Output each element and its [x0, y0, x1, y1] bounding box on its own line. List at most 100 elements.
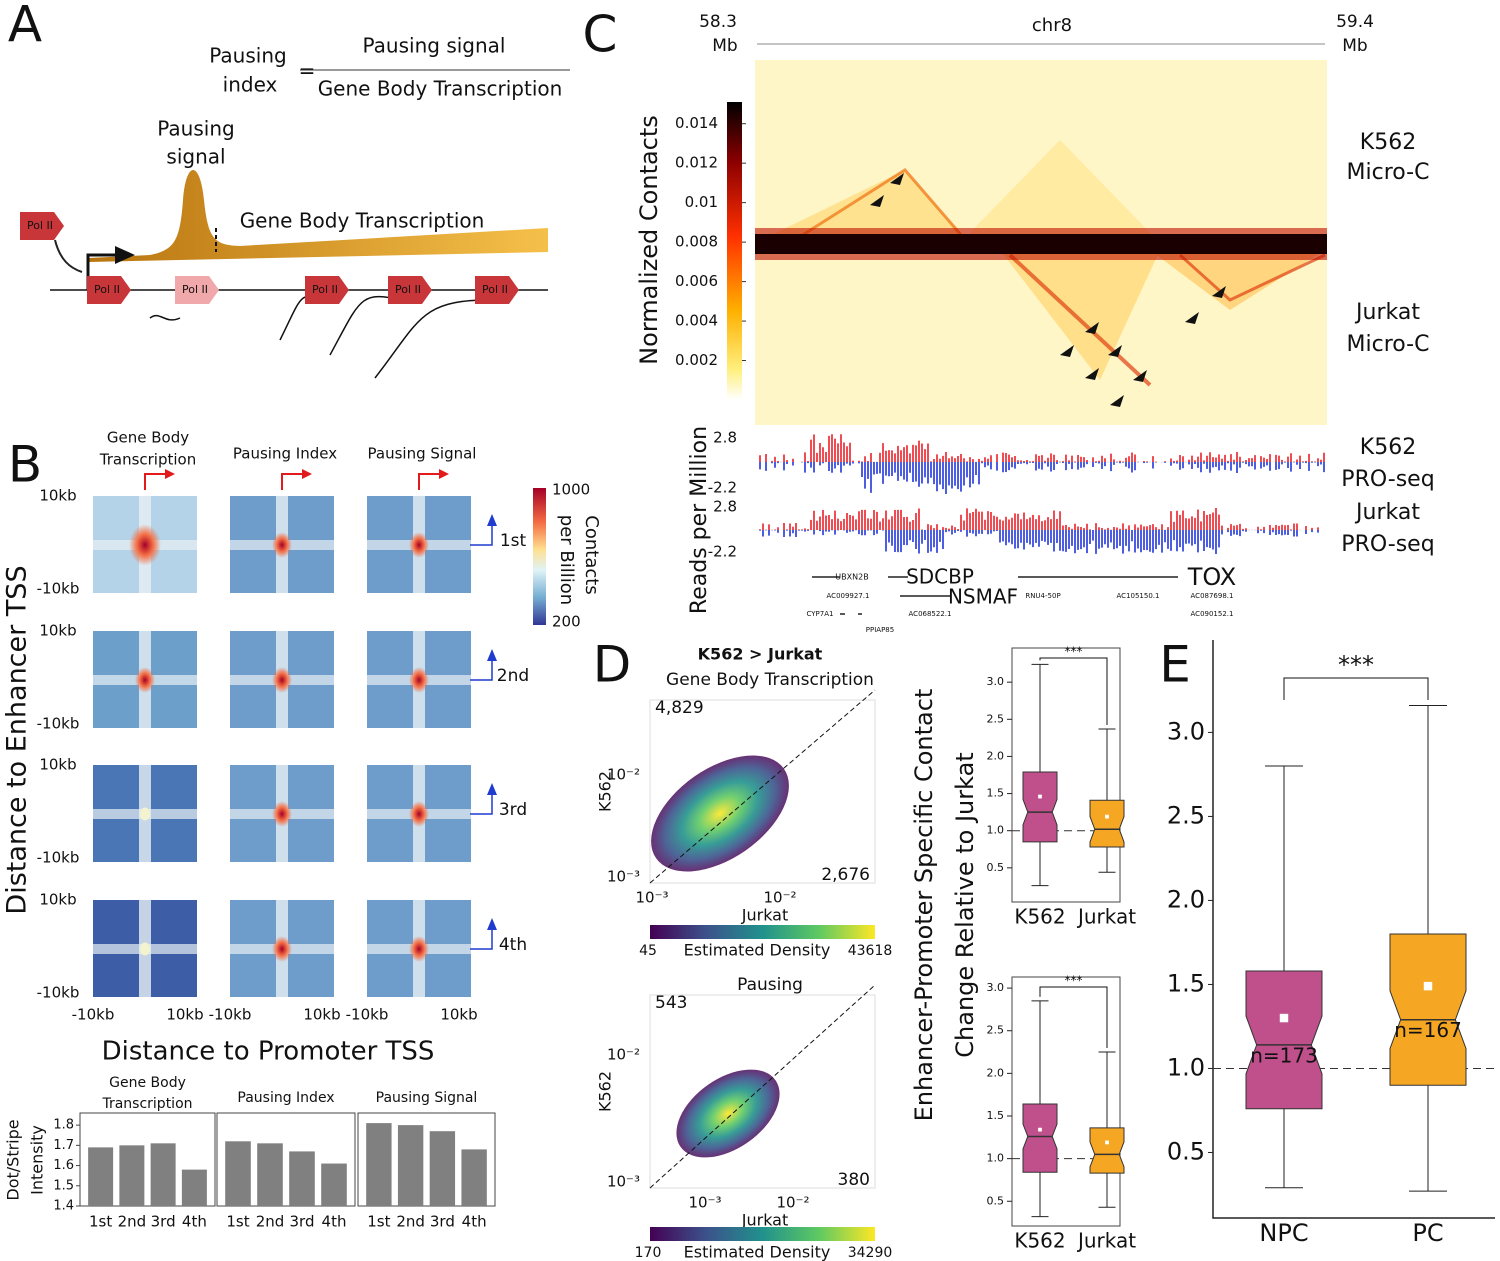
heatmap	[230, 765, 334, 862]
coord-label: 58.3	[699, 12, 737, 32]
column-title: Gene Body	[107, 429, 189, 447]
arrowhead	[487, 783, 497, 795]
y-tick-label: 1.8	[53, 1118, 74, 1133]
bar	[150, 1143, 176, 1206]
signal-shape	[88, 170, 548, 262]
y-axis-title: Distance to Enhancer TSS	[2, 565, 33, 914]
y-tick-label: 1.7	[53, 1138, 74, 1153]
scatter-frame	[649, 994, 876, 1189]
y-tick-label: 10⁻³	[607, 868, 640, 886]
colorbar-tick-label: 0.012	[675, 154, 718, 172]
bar	[461, 1149, 487, 1206]
track-label: Jurkat	[1354, 500, 1420, 525]
axes-frame	[357, 1112, 496, 1207]
bar	[257, 1143, 283, 1206]
dot	[135, 667, 155, 693]
dot	[140, 807, 150, 821]
arrowhead	[487, 649, 497, 661]
x-tick-label: 3rd	[430, 1213, 455, 1231]
y-tick-label: 3.0	[987, 981, 1005, 994]
axes-frame	[1011, 647, 1121, 903]
dot	[272, 936, 292, 962]
track-tick: 2.8	[713, 498, 737, 516]
colorbar-title: Normalized Contacts	[635, 115, 663, 365]
column-title: Pausing Index	[233, 445, 337, 463]
x-tick-label: 3rd	[290, 1213, 315, 1231]
coord-label: Mb	[712, 36, 737, 56]
y-tick-label: 1.5	[1167, 969, 1205, 997]
chart-title: Transcription	[101, 1096, 192, 1112]
x-tick-label: Jurkat	[1076, 905, 1136, 929]
colorbar-tick: 1000	[552, 481, 590, 499]
count-label: 543	[655, 993, 687, 1013]
n-label: n=173	[1250, 1043, 1318, 1067]
track-tick: -2.2	[708, 479, 737, 497]
diagonal-edge	[755, 254, 1327, 260]
bar	[225, 1141, 251, 1206]
dot	[409, 936, 429, 962]
y-tick-label: 10kb	[39, 622, 76, 640]
formula-text: Pausing	[209, 44, 286, 68]
y-tick-label: -10kb	[37, 715, 80, 733]
x-tick-label: -10kb	[72, 1006, 115, 1024]
x-tick-label: 10⁻²	[763, 889, 796, 907]
dot	[140, 942, 150, 956]
y-tick-label: 2.5	[987, 1024, 1005, 1037]
diagonal-edge	[755, 228, 1327, 234]
track-plus	[759, 508, 1325, 530]
colorbar-tick-label: 0.006	[675, 272, 718, 290]
colorbar-tick: 45	[639, 943, 657, 959]
x-tick-label: 2nd	[256, 1213, 285, 1231]
x-axis-title: Distance to Promoter TSS	[102, 1037, 435, 1067]
y-tick-label: 10kb	[39, 756, 76, 774]
x-tick-label: 10kb	[166, 1006, 203, 1024]
arrowhead	[439, 469, 449, 479]
formula-text: Pausing signal	[363, 34, 506, 58]
gene-model	[812, 576, 1178, 615]
track-label: PRO-seq	[1341, 467, 1434, 492]
pol-ii-label: Pol II	[312, 283, 338, 296]
y-tick-label: -10kb	[37, 984, 80, 1002]
scatter-subtitle: Gene Body Transcription	[666, 670, 874, 690]
mean-marker	[1423, 981, 1433, 991]
arrowhead	[1110, 395, 1124, 407]
gene-label: AC087698.1	[1191, 592, 1234, 600]
mean-marker	[1105, 814, 1109, 819]
column-title: Pausing Signal	[368, 445, 477, 463]
gene-label: AC090152.1	[1191, 610, 1234, 618]
colorbar-title: Estimated Density	[684, 941, 831, 960]
mean-marker	[1105, 1140, 1109, 1145]
y-tick-label: 1.0	[987, 824, 1005, 837]
bar	[181, 1169, 207, 1206]
heatmap	[93, 496, 197, 593]
box	[1089, 799, 1125, 848]
x-tick-label: 1st	[226, 1213, 249, 1231]
dot	[409, 532, 429, 558]
pol-ii-label: Pol II	[395, 283, 421, 296]
panel-label: B	[8, 436, 42, 494]
heatmap	[367, 765, 471, 862]
x-tick-label: 10⁻³	[635, 889, 668, 907]
count-label: 2,676	[821, 865, 870, 885]
y-tick-label: 2.0	[1167, 885, 1205, 913]
colorbar-tick: 43618	[848, 943, 893, 959]
y-axis-title: Enhancer-Promoter Specific Contact	[910, 689, 938, 1122]
arrowhead	[487, 514, 497, 526]
arrowhead	[302, 469, 312, 479]
bar	[88, 1147, 114, 1206]
panel-label: C	[583, 6, 618, 64]
arrowhead	[115, 246, 135, 264]
count-label: 4,829	[655, 698, 704, 718]
track-minus	[759, 462, 1325, 494]
panel-label: E	[1159, 636, 1191, 694]
recruit-arrow	[54, 239, 83, 273]
arrowhead	[1060, 345, 1074, 357]
x-tick-label: -10kb	[209, 1006, 252, 1024]
track-y-title: Reads per Million	[687, 426, 712, 614]
annotation: Pausing	[157, 117, 234, 141]
x-tick-label: 4th	[462, 1213, 487, 1231]
bar	[397, 1125, 424, 1206]
gene-label: AC105150.1	[1117, 592, 1160, 600]
y-tick-label: 2.5	[987, 712, 1005, 725]
